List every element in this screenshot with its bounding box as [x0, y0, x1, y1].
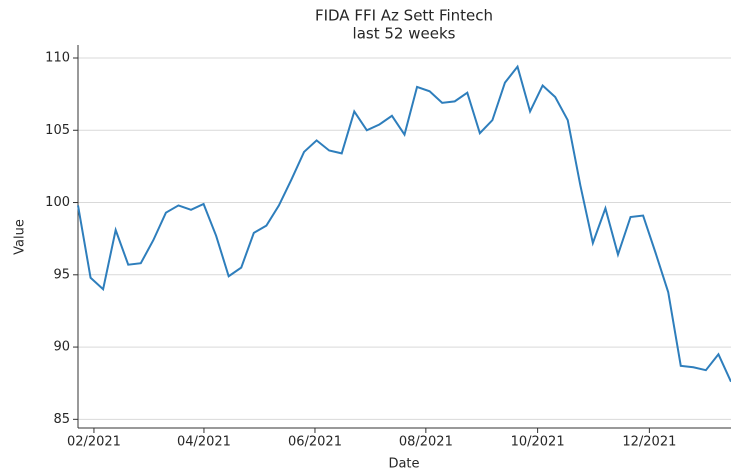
x-tick-label: 04/2021: [177, 435, 231, 450]
chart-title: FIDA FFI Az Sett Fintech: [315, 7, 493, 25]
x-tick-label: 08/2021: [399, 435, 453, 450]
y-tick-label: 95: [53, 267, 70, 282]
x-tick-label: 12/2021: [622, 435, 676, 450]
y-tick-label: 100: [45, 195, 70, 210]
x-axis-label: Date: [388, 457, 419, 472]
y-tick-label: 110: [45, 51, 70, 66]
y-tick-label: 105: [45, 123, 70, 138]
y-tick-label: 85: [53, 412, 70, 427]
data-line: [77, 64, 731, 383]
y-tick-label: 90: [53, 340, 70, 355]
x-tick-label: 06/2021: [288, 435, 342, 450]
y-axis-label: Value: [13, 219, 28, 255]
x-tick-label: 10/2021: [511, 435, 565, 450]
chart-subtitle: last 52 weeks: [353, 25, 456, 43]
x-tick-label: 02/2021: [67, 435, 121, 450]
